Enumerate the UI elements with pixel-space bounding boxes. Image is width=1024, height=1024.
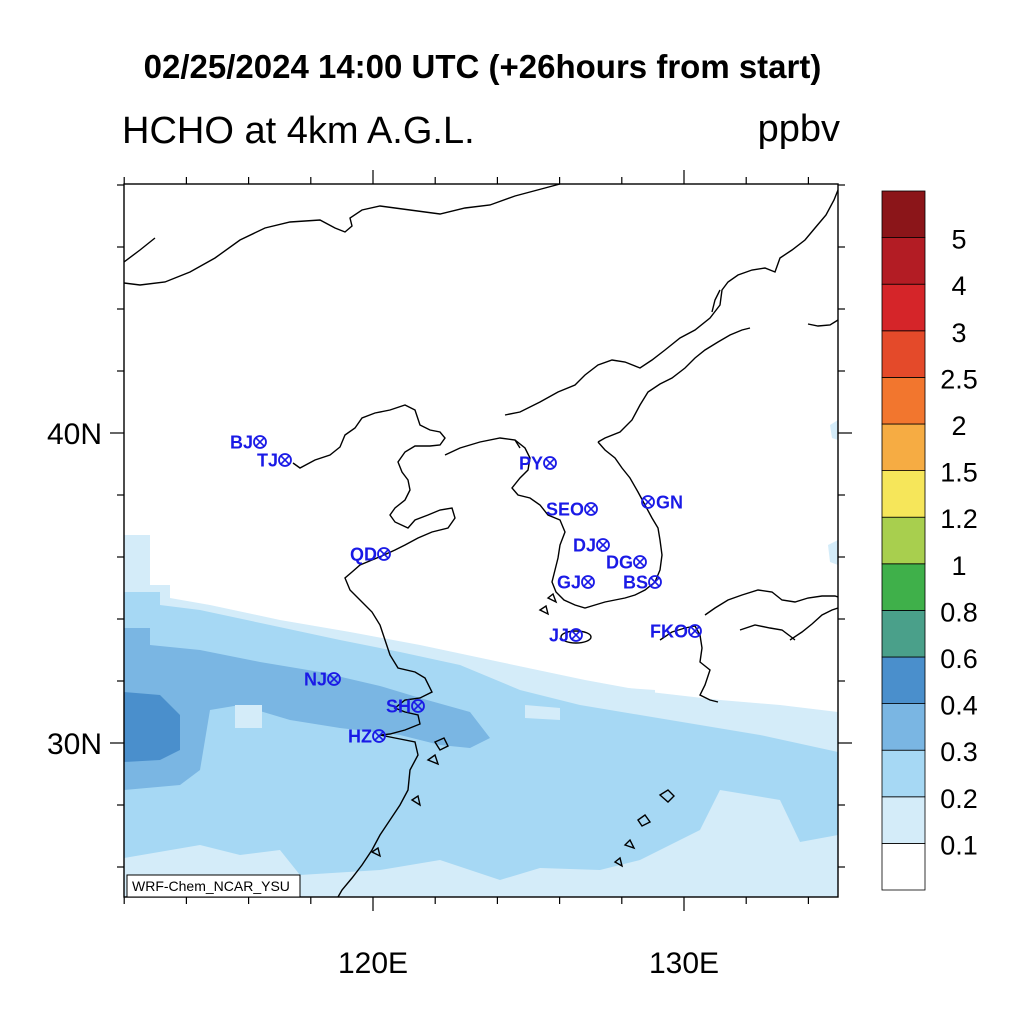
station-bj: BJ (230, 433, 267, 453)
colorbar-swatch (881, 283, 926, 332)
axis-ticks (110, 170, 852, 911)
station-label: PY (519, 454, 543, 474)
hcho-band-0.3 (124, 628, 490, 790)
colorbar-level-label: 2.5 (940, 364, 978, 394)
station-sh: SH (386, 697, 425, 717)
lat-tick-label: 30N (47, 728, 102, 761)
colorbar-swatch (881, 423, 926, 471)
station-nj: NJ (304, 670, 341, 690)
axis-tick-labels: 40N 30N 120E 130E (47, 418, 719, 980)
station-marker-icon (543, 456, 557, 470)
station-label: QD (350, 545, 377, 565)
colorbar-swatch (881, 376, 926, 425)
colorbar-level-label: 0.8 (940, 597, 978, 627)
colorbar-swatch (881, 703, 926, 751)
station-marker-icon (688, 624, 702, 638)
station-label: JJ (549, 626, 569, 646)
station-dg: DG (606, 553, 647, 573)
colorbar-level-label: 0.4 (940, 691, 978, 721)
station-gn: GN (641, 493, 683, 513)
colorbar-level-label: 2 (951, 411, 966, 441)
coastlines (124, 184, 838, 897)
station-label: TJ (257, 451, 278, 471)
colorbar-level-label: 1.5 (940, 458, 978, 488)
map-title: 02/25/2024 14:00 UTC (+26hours from star… (143, 48, 822, 85)
station-marker-icon (372, 729, 386, 743)
colorbar-swatch (881, 563, 926, 611)
colorbar-swatch (881, 470, 926, 518)
station-jj: JJ (549, 626, 583, 646)
colorbar-level-label: 1.2 (940, 504, 978, 534)
model-label-box (126, 874, 301, 898)
station-label: NJ (304, 670, 327, 690)
station-label: DG (606, 553, 633, 573)
colorbar-level-label: 0.3 (940, 737, 978, 767)
station-marker-icon (569, 628, 583, 642)
colorbar-level-label: 0.6 (940, 644, 978, 674)
hcho-field (124, 420, 838, 897)
hcho-gap (235, 685, 655, 728)
colorbar-swatch (881, 516, 926, 565)
colorbar-level-label: 0.2 (940, 784, 978, 814)
lon-tick-label: 130E (649, 947, 719, 980)
station-label: GN (656, 493, 683, 513)
station-label: FKO (650, 622, 688, 642)
map-frame (123, 183, 839, 898)
station-label: HZ (348, 727, 372, 747)
station-marker-icon (253, 435, 267, 449)
station-gj: GJ (557, 573, 595, 593)
station-bs: BS (623, 573, 662, 593)
colorbar-swatch (881, 330, 926, 378)
station-dj: DJ (573, 536, 610, 556)
station-marker-icon (584, 502, 598, 516)
colorbar: 0.1 0.2 0.3 0.4 0.6 0.8 1 1.2 1.5 2 2.5 3 4 5 (881, 190, 978, 891)
colorbar-level-label: 3 (951, 318, 966, 348)
station-marker-icon (278, 453, 292, 467)
station-tj: TJ (257, 451, 292, 471)
station-qd: QD (350, 545, 391, 565)
colorbar-swatch (881, 237, 926, 285)
station-label: SEO (546, 500, 584, 520)
model-label: WRF-Chem_NCAR_YSU (132, 878, 290, 894)
station-marker-icon (411, 699, 425, 713)
station-marker-icon (581, 575, 595, 589)
station-marker-icon (648, 575, 662, 589)
station-marker-icon (633, 555, 647, 569)
station-label: BJ (230, 433, 253, 453)
station-marker-icon (377, 547, 391, 561)
colorbar-swatch (881, 796, 926, 844)
station-hz: HZ (348, 727, 386, 747)
colorbar-swatch (881, 190, 926, 238)
lat-tick-label: 40N (47, 418, 102, 451)
station-label: BS (623, 573, 648, 593)
station-marker-icon (327, 672, 341, 686)
station-marker-icon (641, 495, 655, 509)
colorbar-swatch (881, 843, 926, 891)
station-label: DJ (573, 536, 596, 556)
colorbar-level-label: 0.1 (940, 830, 978, 860)
variable-subtitle: HCHO at 4km A.G.L. (122, 110, 475, 152)
station-seo: SEO (546, 500, 598, 520)
colorbar-level-label: 1 (951, 551, 966, 581)
lon-tick-label: 120E (338, 947, 408, 980)
colorbar-swatch (881, 749, 926, 798)
hcho-patch-0.1-east (828, 420, 838, 565)
station-label: GJ (557, 573, 581, 593)
units-label: ppbv (757, 108, 840, 150)
station-label: SH (386, 697, 411, 717)
station-fko: FKO (650, 622, 702, 642)
colorbar-swatch (881, 610, 926, 658)
station-py: PY (519, 454, 557, 474)
station-marker-icon (596, 538, 610, 552)
colorbar-level-label: 4 (951, 271, 966, 301)
hcho-band-0.4 (124, 692, 180, 762)
colorbar-level-label: 5 (951, 225, 966, 255)
colorbar-swatch (881, 656, 926, 704)
